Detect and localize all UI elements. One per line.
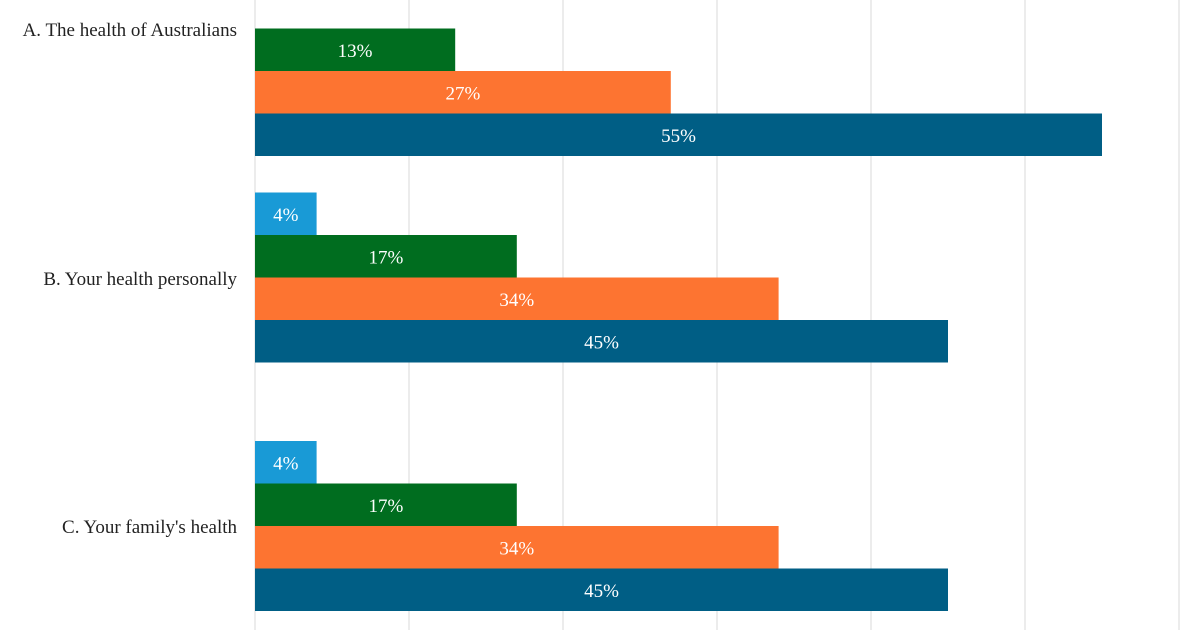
bar-b-series-3 xyxy=(255,277,779,320)
data-label-c-series-2: 17% xyxy=(368,496,403,517)
bar-c-series-1 xyxy=(255,441,317,484)
data-label-b-series-1: 4% xyxy=(273,205,299,226)
bar-c-series-4 xyxy=(255,568,948,611)
category-label-c: C. Your family's health xyxy=(62,517,237,538)
data-label-c-series-3: 34% xyxy=(499,538,534,559)
data-label-a-series-4: 55% xyxy=(661,126,696,147)
bar-c-series-3 xyxy=(255,526,779,569)
bar-b-series-2 xyxy=(255,235,517,278)
bar-a-series-2 xyxy=(255,28,456,71)
bar-a-series-3 xyxy=(255,71,671,114)
data-label-b-series-4: 45% xyxy=(584,332,619,353)
data-label-c-series-1: 4% xyxy=(273,453,299,474)
bars: 13% 27% 55% 4% 17% 34% 45% 4% 17% 34% 45% xyxy=(255,28,1102,611)
category-label-b: B. Your health personally xyxy=(43,269,237,290)
bar-b-series-4 xyxy=(255,320,948,363)
bar-b-series-1 xyxy=(255,192,317,235)
category-labels: A. The health of Australians B. Your hea… xyxy=(23,20,238,538)
data-label-a-series-2: 13% xyxy=(338,41,373,62)
data-label-b-series-2: 17% xyxy=(368,247,403,268)
data-label-c-series-4: 45% xyxy=(584,581,619,602)
data-label-a-series-3: 27% xyxy=(445,83,480,104)
bar-c-series-2 xyxy=(255,483,517,526)
category-label-a: A. The health of Australians xyxy=(23,20,237,41)
bar-a-series-4 xyxy=(255,113,1102,156)
data-label-b-series-3: 34% xyxy=(499,290,534,311)
